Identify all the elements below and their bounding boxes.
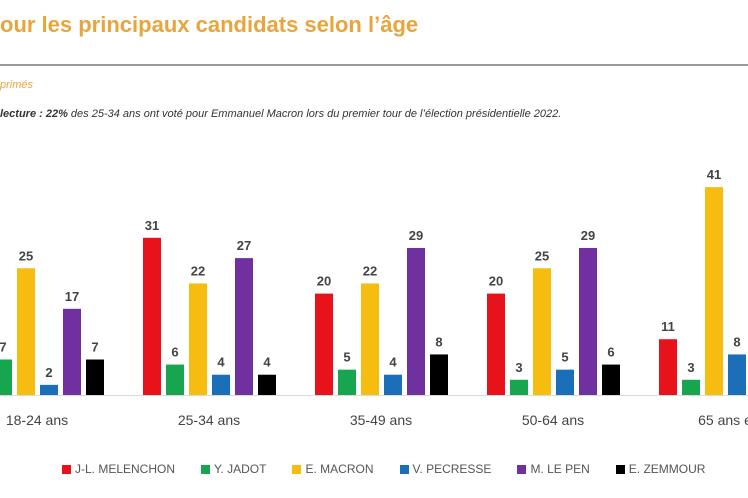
data-label: 4 — [217, 355, 225, 370]
data-label: 11 — [661, 319, 675, 334]
bar — [315, 293, 333, 395]
legend-label: J-L. MELENCHON — [75, 462, 176, 476]
category-label: 18-24 ans — [6, 412, 68, 428]
data-label: 20 — [317, 274, 331, 289]
data-label: 8 — [435, 334, 442, 349]
reading-note-bold: lecture : 22% — [0, 108, 68, 120]
legend-swatch — [399, 464, 409, 474]
category-label: 35-49 ans — [350, 412, 412, 428]
data-label: 7 — [91, 340, 98, 355]
divider — [0, 64, 748, 66]
data-label: 5 — [561, 350, 568, 365]
legend-label: E. ZEMMOUR — [628, 462, 706, 476]
category-label: 25-34 ans — [178, 412, 240, 428]
bar — [384, 374, 402, 395]
data-label: 29 — [409, 228, 423, 243]
data-label: 3 — [687, 360, 694, 375]
bar — [533, 268, 551, 395]
category-label: 65 ans e — [698, 412, 748, 428]
legend-swatch — [62, 464, 71, 474]
bar — [407, 247, 425, 395]
data-label: 4 — [263, 355, 271, 370]
bar — [430, 354, 448, 395]
bar — [556, 369, 574, 395]
data-label: 22 — [363, 263, 377, 278]
data-label: 5 — [343, 350, 350, 365]
legend-label: V. PECRESSE — [412, 462, 492, 476]
reading-note: lecture : 22% des 25-34 ans ont voté pou… — [0, 108, 561, 120]
bar — [63, 308, 81, 395]
data-label: 2 — [45, 365, 52, 380]
data-label: 41 — [707, 167, 721, 182]
legend: J-L. MELENCHON Y. JADOT E. MACRON V. PECRES… — [62, 462, 731, 476]
bar — [579, 247, 597, 395]
legend-item: V. PECRESSE — [399, 462, 492, 476]
chart-title: our les principaux candidats selon l’âge — [0, 12, 419, 37]
bar — [258, 374, 276, 395]
data-label: 29 — [581, 228, 595, 243]
legend-label: Y. JADOT — [214, 462, 267, 476]
data-label: 25 — [535, 248, 549, 263]
data-label: 17 — [65, 289, 79, 304]
legend-label: E. MACRON — [305, 462, 374, 476]
legend-item: J-L. MELENCHON — [62, 462, 175, 476]
bar — [705, 187, 723, 395]
bar — [338, 369, 356, 395]
legend-swatch — [201, 464, 211, 474]
bar — [40, 384, 58, 395]
data-label: 27 — [237, 238, 251, 253]
bar — [212, 374, 230, 395]
data-label: 22 — [191, 263, 205, 278]
legend-item: Y. JADOT — [201, 462, 266, 476]
bar — [0, 359, 12, 395]
data-label: 25 — [19, 248, 33, 263]
legend-swatch — [517, 464, 527, 474]
reading-note-text: des 25-34 ans ont voté pour Emmanuel Mac… — [67, 108, 562, 120]
bar — [510, 379, 528, 395]
bar — [166, 364, 184, 395]
data-label: 4 — [389, 355, 397, 370]
bar — [17, 268, 35, 395]
data-label: 20 — [489, 274, 503, 289]
legend-label: M. LE PEN — [530, 462, 590, 476]
bar — [143, 237, 161, 395]
legend-item: E. ZEMMOUR — [615, 462, 706, 476]
legend-swatch — [292, 464, 302, 474]
bar — [659, 339, 677, 395]
bar — [487, 293, 505, 395]
bar — [728, 354, 746, 395]
bar — [682, 379, 700, 395]
bar — [361, 283, 379, 395]
bar — [86, 359, 104, 395]
category-label: 50-64 ans — [522, 412, 584, 428]
data-label: 3 — [515, 360, 522, 375]
chart-subtitle: primés — [0, 79, 34, 91]
bar — [235, 258, 253, 395]
data-label: 7 — [0, 340, 7, 355]
data-label: 6 — [607, 345, 614, 360]
legend-item: M. LE PEN — [517, 462, 590, 476]
legend-item: E. MACRON — [292, 462, 374, 476]
legend-swatch — [615, 464, 625, 474]
data-label: 31 — [145, 218, 159, 233]
bar — [189, 283, 207, 395]
data-label: 6 — [171, 345, 178, 360]
bar — [602, 364, 620, 395]
data-label: 8 — [733, 334, 740, 349]
